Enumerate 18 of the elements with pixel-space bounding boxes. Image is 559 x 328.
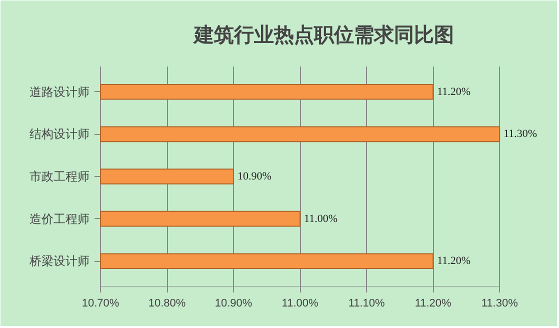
x-tick-label: 11.20% <box>414 298 452 310</box>
chart-title: 建筑行业热点职位需求同比图 <box>192 22 454 46</box>
y-tick-label: 结构设计师 <box>30 127 90 142</box>
y-tick-label: 桥梁设计师 <box>28 254 90 268</box>
x-tick-label: 11.00% <box>282 298 319 310</box>
data-label: 10.90% <box>238 170 272 182</box>
y-tick-label: 市政工程师 <box>30 170 90 184</box>
data-label: 11.20% <box>437 255 471 268</box>
data-label: 11.00% <box>304 212 338 225</box>
data-label: 11.30% <box>504 128 538 140</box>
x-tick-label: 10.70% <box>82 298 120 310</box>
y-tick-label: 道路设计师 <box>30 84 90 99</box>
x-tick-label: 11.30% <box>481 298 518 310</box>
x-tick-label: 10.90% <box>214 298 252 310</box>
x-tick-label: 11.10% <box>348 298 386 310</box>
y-tick-label: 造价工程师 <box>30 212 90 226</box>
x-tick-label: 10.80% <box>148 298 186 310</box>
data-label: 11.20% <box>437 86 471 98</box>
